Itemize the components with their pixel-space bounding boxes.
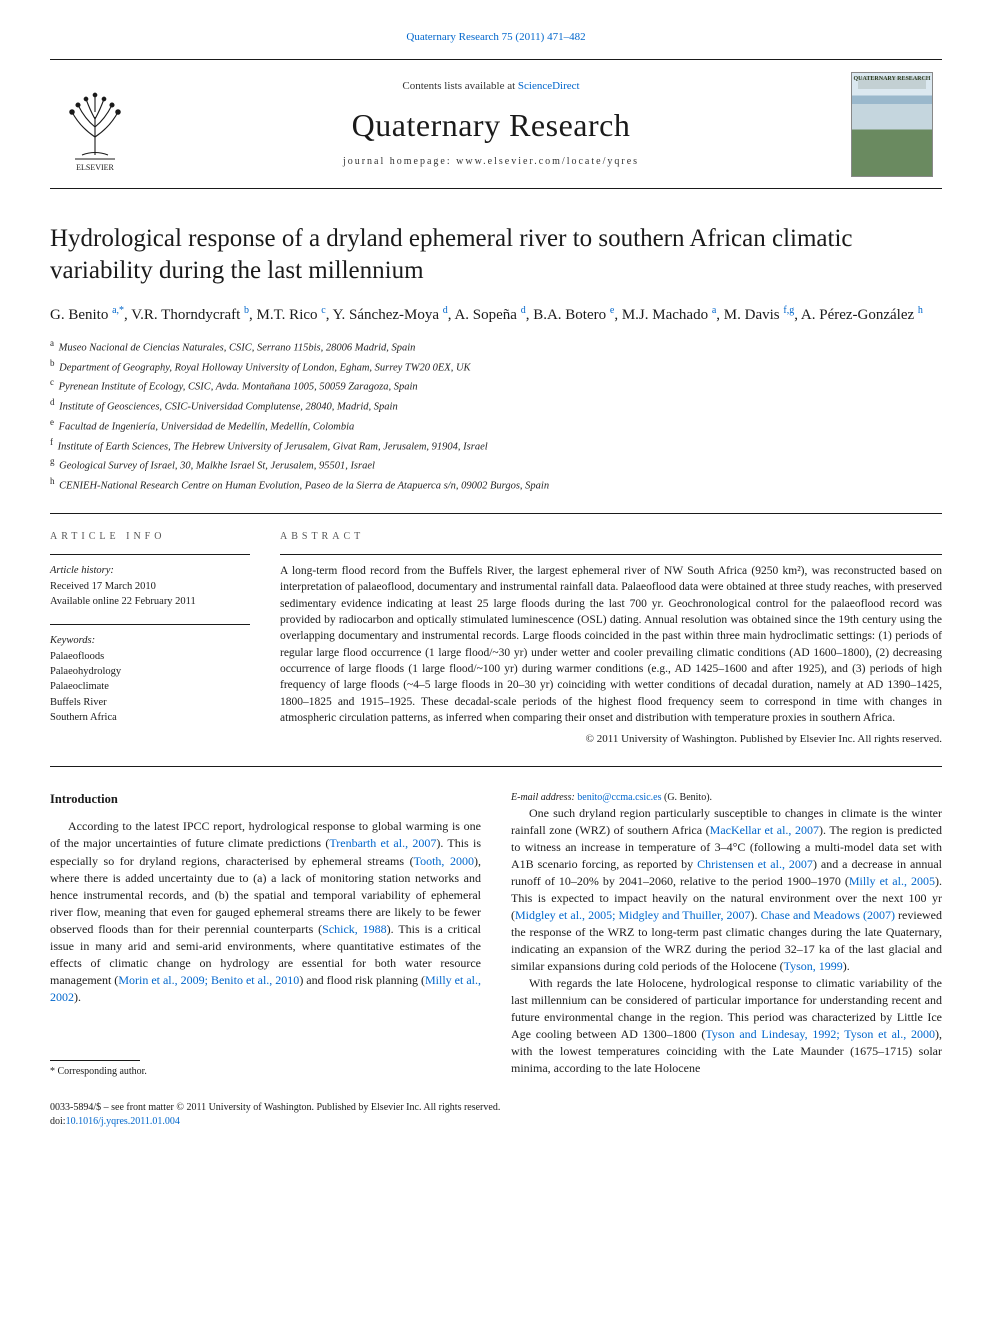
history-head: Article history: [50,563,250,578]
cite-schick-1988[interactable]: Schick, 1988 [322,922,387,936]
article-title: Hydrological response of a dryland ephem… [50,223,942,287]
article-info-heading: ARTICLE INFO [50,530,250,544]
svg-text:ELSEVIER: ELSEVIER [76,163,114,172]
contents-available: Contents lists available at ScienceDirec… [140,79,842,94]
cite-chase-meadows-2007[interactable]: Chase and Meadows (2007) [761,908,895,922]
keyword: Palaeofloods [50,649,250,664]
body-paragraph-3: With regards the late Holocene, hydrolog… [511,975,942,1077]
doi-label: doi: [50,1116,66,1127]
keywords-head: Keywords: [50,633,250,648]
sciencedirect-link[interactable]: ScienceDirect [518,80,580,92]
homepage-prefix: journal homepage: [343,156,456,167]
section-heading-introduction: Introduction [50,791,481,809]
keyword-list: PalaeofloodsPalaeohydrologyPalaeoclimate… [50,649,250,725]
affiliation-list: a Museo Nacional de Ciencias Naturales, … [50,337,942,495]
article-history: Article history: Received 17 March 2010 … [50,563,250,610]
body-paragraph-2: One such dryland region particularly sus… [511,805,942,975]
received-date: Received 17 March 2010 [50,579,250,594]
corresponding-author: * Corresponding author. [50,1065,481,1079]
journal-header: ELSEVIER Contents lists available at Sci… [50,59,942,189]
contents-prefix: Contents lists available at [402,80,517,92]
affiliation-h: h CENIEH-National Research Centre on Hum… [50,475,942,495]
bottom-metadata: 0033-5894/$ – see front matter © 2011 Un… [50,1101,942,1130]
cite-tyson-lindesay[interactable]: Tyson and Lindesay, 1992; Tyson et al., … [705,1027,935,1041]
cite-trenbarth-2007[interactable]: Trenbarth et al., 2007 [329,836,436,850]
keyword: Buffels River [50,695,250,710]
keywords-block: Keywords: PalaeofloodsPalaeohydrologyPal… [50,633,250,725]
doi-line: doi:10.1016/j.yqres.2011.01.004 [50,1115,942,1130]
front-matter-line: 0033-5894/$ – see front matter © 2011 Un… [50,1101,942,1116]
doi-link[interactable]: 10.1016/j.yqres.2011.01.004 [66,1116,180,1127]
top-citation: Quaternary Research 75 (2011) 471–482 [50,30,942,45]
cite-tyson-1999[interactable]: Tyson, 1999 [784,959,843,973]
email-link[interactable]: benito@ccma.csic.es [577,792,661,803]
body-paragraph-1: According to the latest IPCC report, hyd… [50,818,481,1005]
journal-cover: QUATERNARY RESEARCH [842,60,942,188]
abstract-column: ABSTRACT A long-term flood record from t… [280,530,942,748]
cite-milly-2005[interactable]: Milly et al., 2005 [849,874,935,888]
top-citation-link[interactable]: Quaternary Research 75 (2011) 471–482 [406,31,585,43]
abstract-heading: ABSTRACT [280,530,942,544]
affiliation-a: a Museo Nacional de Ciencias Naturales, … [50,337,942,357]
affiliation-c: c Pyrenean Institute of Ecology, CSIC, A… [50,376,942,396]
cite-christensen-2007[interactable]: Christensen et al., 2007 [697,857,813,871]
keyword: Southern Africa [50,710,250,725]
online-date: Available online 22 February 2011 [50,594,250,609]
email-label: E-mail address: [511,792,575,803]
cite-mackellar-2007[interactable]: MacKellar et al., 2007 [710,823,819,837]
elsevier-tree-icon: ELSEVIER [60,77,130,172]
author-list: G. Benito a,*, V.R. Thorndycraft b, M.T.… [50,303,942,327]
info-divider-1 [50,554,250,555]
abstract-divider [280,554,942,555]
cover-caption: QUATERNARY RESEARCH [852,75,932,83]
homepage-url: www.elsevier.com/locate/yqres [456,156,639,167]
footnote-rule [50,1060,140,1061]
cover-thumbnail: QUATERNARY RESEARCH [851,72,933,177]
article-info-column: ARTICLE INFO Article history: Received 1… [50,530,250,748]
abstract-text: A long-term flood record from the Buffel… [280,563,942,726]
journal-title: Quaternary Research [140,103,842,148]
affiliation-b: b Department of Geography, Royal Hollowa… [50,357,942,377]
affiliation-e: e Facultad de Ingeniería, Universidad de… [50,416,942,436]
section-divider-bottom [50,766,942,767]
email-who: (G. Benito). [664,792,712,803]
info-divider-2 [50,624,250,625]
journal-homepage: journal homepage: www.elsevier.com/locat… [140,155,842,169]
affiliation-f: f Institute of Earth Sciences, The Hebre… [50,436,942,456]
affiliation-d: d Institute of Geosciences, CSIC-Univers… [50,396,942,416]
cite-tooth-2000[interactable]: Tooth, 2000 [414,854,474,868]
keyword: Palaeoclimate [50,679,250,694]
keyword: Palaeohydrology [50,664,250,679]
body-two-column: Introduction According to the latest IPC… [50,791,942,1079]
abstract-copyright: © 2011 University of Washington. Publish… [280,732,942,747]
corresponding-email: E-mail address: benito@ccma.csic.es (G. … [511,791,942,805]
affiliation-g: g Geological Survey of Israel, 30, Malkh… [50,455,942,475]
cite-morin-benito[interactable]: Morin et al., 2009; Benito et al., 2010 [118,973,299,987]
info-abstract-row: ARTICLE INFO Article history: Received 1… [50,514,942,766]
cite-midgley[interactable]: Midgley et al., 2005; Midgley and Thuill… [515,908,751,922]
publisher-logo: ELSEVIER [50,60,140,188]
header-center: Contents lists available at ScienceDirec… [140,60,842,188]
